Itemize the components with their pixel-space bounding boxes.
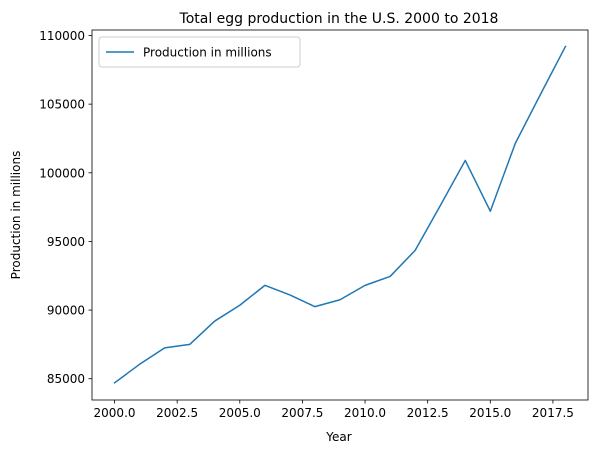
- y-tick-label: 90000: [47, 304, 85, 318]
- x-tick-label: 2015.0: [469, 406, 511, 420]
- legend-box: [98, 36, 301, 68]
- y-tick-label: 105000: [39, 98, 85, 112]
- x-tick-label: 2017.5: [532, 406, 574, 420]
- y-tick-label: 100000: [39, 166, 85, 180]
- y-tick-label: 110000: [39, 29, 85, 43]
- y-tick-label: 85000: [47, 372, 85, 386]
- legend-label-production: Production in millions: [143, 46, 272, 60]
- series-line-production: [113, 45, 567, 384]
- y-axis-ticks: 85000 90000 95000 100000 105000 110000: [39, 29, 92, 386]
- x-tick-label: 2010.0: [344, 406, 386, 420]
- y-axis-label: Production in millions: [9, 151, 23, 280]
- plot-area: [92, 30, 588, 400]
- x-axis-ticks: 2000.0 2002.5 2005.0 2007.5 2010.0 2012.5 2015…: [94, 400, 574, 420]
- x-axis-label: Year: [325, 430, 351, 444]
- x-tick-label: 2012.5: [407, 406, 449, 420]
- x-tick-label: 2007.5: [281, 406, 323, 420]
- x-tick-label: 2002.5: [156, 406, 198, 420]
- axes-frame: [91, 29, 589, 401]
- y-tick-label: 95000: [47, 235, 85, 249]
- chart-title: Total egg production in the U.S. 2000 to…: [179, 11, 499, 27]
- x-tick-label: 2000.0: [94, 406, 136, 420]
- x-tick-label: 2005.0: [219, 406, 261, 420]
- legend: Production in millions: [98, 36, 301, 68]
